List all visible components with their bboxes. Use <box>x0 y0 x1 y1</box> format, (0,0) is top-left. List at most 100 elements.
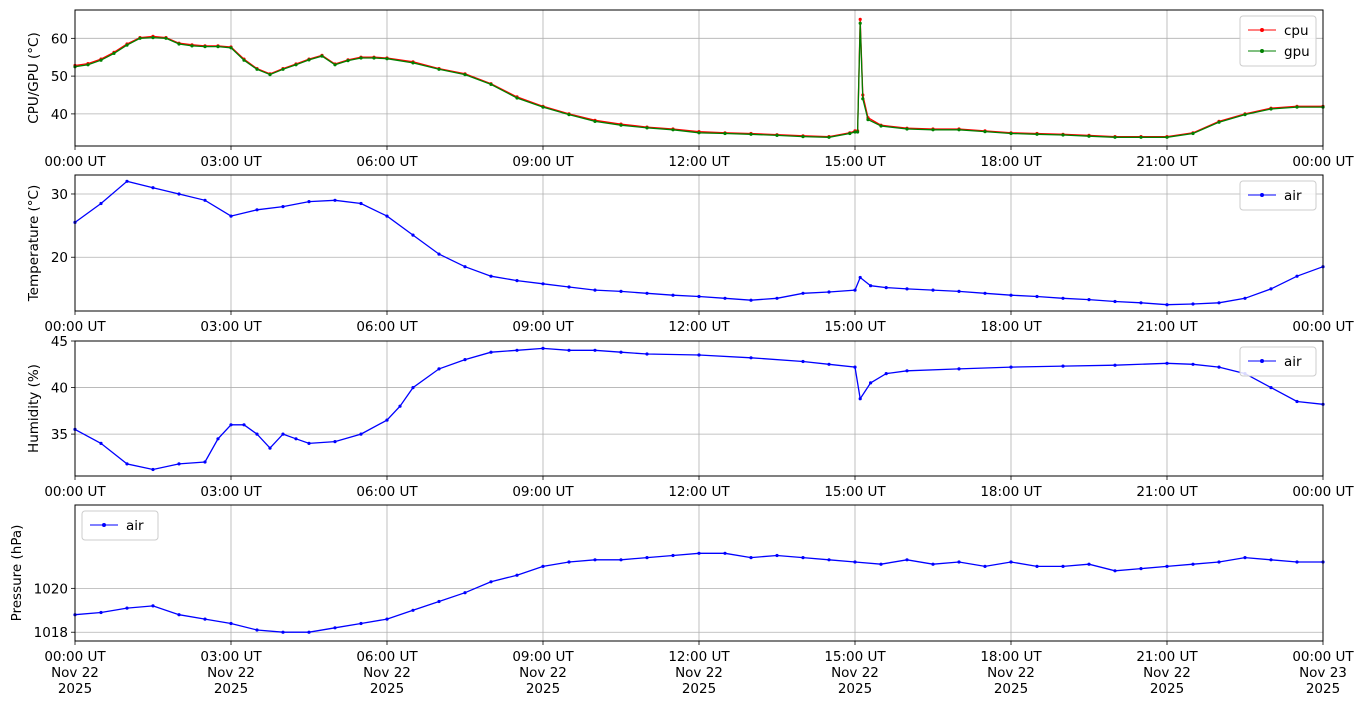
legend-label-air: air <box>1284 188 1302 204</box>
y-tick-label: 60 <box>51 31 68 47</box>
data-point-air <box>307 441 311 445</box>
data-point-air <box>515 348 519 352</box>
x-tick-label: 00:00 UT <box>44 154 106 170</box>
data-point-air <box>749 356 753 360</box>
data-point-gpu <box>645 126 649 130</box>
legend-marker-air <box>1260 193 1264 197</box>
panel-2: 20 30 00:00 UT 03:00 UT 06:00 UT 09:00 UT 12:0… <box>26 174 1354 335</box>
series-line-cpu <box>74 19 1323 138</box>
x-tick-label: 12:00 UT <box>668 154 730 170</box>
data-point-gpu <box>619 123 623 127</box>
data-point-air <box>463 591 467 595</box>
x-tick-label: 09:00 UT <box>512 154 574 170</box>
data-point-air <box>255 432 259 436</box>
data-point-air <box>957 289 961 293</box>
data-point-air <box>99 441 103 445</box>
data-point-gpu <box>242 58 246 62</box>
data-point-air <box>437 599 441 604</box>
data-point-gpu <box>1217 120 1221 124</box>
data-point-air <box>1061 364 1065 368</box>
data-point-gpu <box>775 133 779 137</box>
data-point-air <box>801 556 805 560</box>
series-line-air <box>74 347 1324 471</box>
data-point-air <box>515 573 519 577</box>
data-point-air <box>801 291 805 295</box>
data-point-gpu <box>1243 113 1247 117</box>
data-point-gpu <box>346 59 350 63</box>
data-point-air <box>905 287 909 291</box>
x-tick-label: 18:00 UT <box>980 154 1042 170</box>
data-point-air <box>957 367 961 371</box>
x-tick-label: 09:00 UT <box>512 319 574 335</box>
data-point-air <box>333 626 337 630</box>
data-point-air <box>619 289 623 293</box>
data-point-air <box>853 560 857 564</box>
x-tick-label: 00:00 UT <box>1292 484 1354 500</box>
x-tick-label: 15:00 UT <box>824 319 886 335</box>
data-point-air <box>1035 294 1039 299</box>
x-tick-label: 15:00 UT <box>824 154 886 170</box>
data-point-air <box>203 460 207 464</box>
data-point-air <box>177 613 181 617</box>
x-tick-label: 06:00 UT <box>356 154 418 170</box>
data-point-cpu <box>858 17 862 21</box>
x-tick-label: 21:00 UT <box>1136 319 1198 335</box>
data-point-gpu <box>858 21 862 25</box>
data-point-air <box>619 558 623 562</box>
data-point-air <box>1061 296 1065 300</box>
data-point-air <box>229 621 233 626</box>
x-tick-label: 21:00 UT Nov 22 2025 <box>1136 649 1198 697</box>
data-point-air <box>1139 301 1143 305</box>
data-point-air <box>541 564 545 569</box>
data-point-air <box>177 462 181 466</box>
data-point-gpu <box>112 51 116 56</box>
data-point-air <box>255 208 259 212</box>
data-point-air <box>1139 567 1143 571</box>
legend-marker-gpu <box>1260 49 1264 53</box>
legend-marker-air <box>1260 359 1264 363</box>
data-point-air <box>858 397 862 401</box>
data-point-gpu <box>1295 105 1299 109</box>
data-point-gpu <box>853 130 857 134</box>
data-point-air <box>489 274 493 278</box>
data-point-air <box>125 462 129 466</box>
data-point-air <box>151 604 155 608</box>
data-point-gpu <box>541 105 545 109</box>
data-point-air <box>801 359 805 364</box>
x-tick-label: 00:00 UT <box>1292 319 1354 335</box>
data-point-air <box>1113 569 1117 573</box>
data-point-gpu <box>1113 135 1117 139</box>
x-tick-label: 03:00 UT <box>200 154 262 170</box>
data-point-gpu <box>372 56 376 60</box>
data-point-air <box>99 610 103 615</box>
data-point-gpu <box>879 124 883 128</box>
data-point-air <box>1217 365 1221 369</box>
legend-marker-cpu <box>1260 28 1264 32</box>
data-point-gpu <box>437 67 441 71</box>
data-point-air <box>1061 564 1065 569</box>
data-point-air <box>216 437 220 441</box>
data-point-air <box>541 346 545 350</box>
x-tick-label: 21:00 UT <box>1136 154 1198 170</box>
data-point-air <box>1217 301 1221 305</box>
data-point-gpu <box>99 58 103 62</box>
series-line-gpu <box>74 23 1323 138</box>
data-point-gpu <box>983 130 987 134</box>
data-point-air <box>723 296 727 300</box>
data-point-gpu <box>359 56 363 60</box>
data-point-air <box>1243 556 1247 560</box>
data-point-gpu <box>723 131 727 136</box>
data-point-air <box>645 291 649 295</box>
data-point-air <box>307 200 311 204</box>
data-point-gpu <box>203 45 207 49</box>
data-point-air <box>1009 560 1013 564</box>
data-point-air <box>567 560 571 564</box>
y-axis-label: CPU/GPU (°C) <box>26 32 42 123</box>
data-point-air <box>1009 365 1013 369</box>
data-point-air <box>203 617 207 621</box>
data-point-air <box>463 265 467 269</box>
data-point-air <box>567 348 571 352</box>
data-point-air <box>151 467 155 472</box>
data-point-air <box>671 293 675 297</box>
